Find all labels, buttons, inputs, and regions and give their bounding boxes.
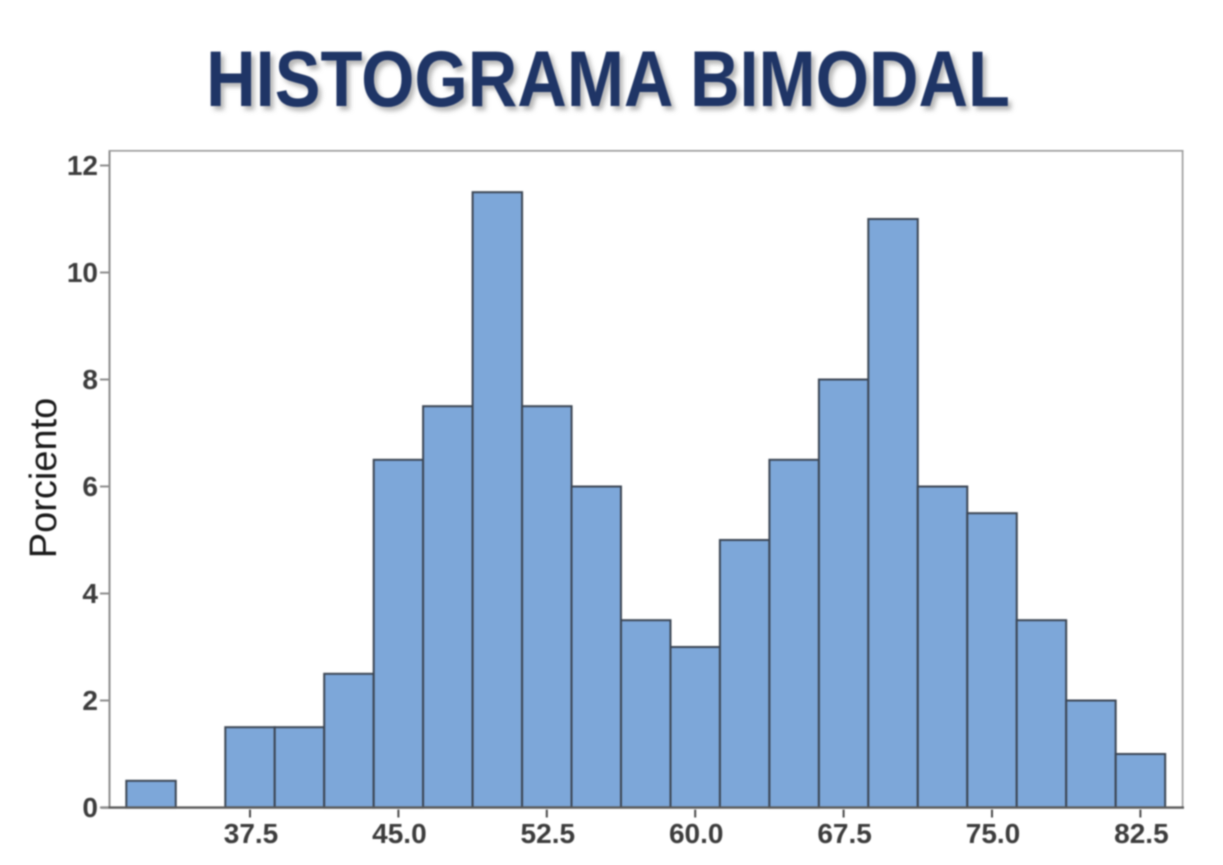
svg-text:75.0: 75.0 <box>966 818 1021 849</box>
svg-text:12: 12 <box>67 150 98 181</box>
svg-text:52.5: 52.5 <box>521 818 576 849</box>
svg-text:0: 0 <box>82 792 98 823</box>
svg-text:4: 4 <box>82 578 98 609</box>
svg-text:Porciento: Porciento <box>23 398 65 559</box>
svg-text:6: 6 <box>82 471 98 502</box>
svg-text:67.5: 67.5 <box>817 818 872 849</box>
svg-text:2: 2 <box>82 685 98 716</box>
svg-text:82.5: 82.5 <box>1114 818 1169 849</box>
svg-text:45.0: 45.0 <box>372 818 427 849</box>
svg-text:37.5: 37.5 <box>224 818 279 849</box>
svg-text:10: 10 <box>67 257 98 288</box>
svg-text:8: 8 <box>82 364 98 395</box>
svg-text:60.0: 60.0 <box>669 818 724 849</box>
